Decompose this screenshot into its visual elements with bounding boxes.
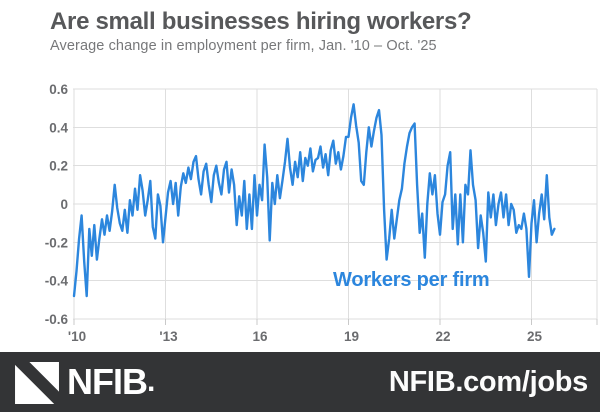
x-axis-tick-label: 19 bbox=[344, 329, 359, 344]
x-axis-tick-label: 22 bbox=[435, 329, 450, 344]
y-axis-tick-label: 0 bbox=[60, 197, 68, 212]
x-axis-tick-label: '10 bbox=[68, 329, 86, 344]
chart-header: Are small businesses hiring workers? Ave… bbox=[50, 8, 590, 55]
page-subtitle: Average change in employment per firm, J… bbox=[50, 38, 437, 54]
footer-url: NFIB.com/jobs bbox=[388, 365, 588, 398]
y-axis-tick-label: -0.4 bbox=[45, 274, 69, 289]
y-axis-tick-label: -0.2 bbox=[45, 235, 68, 250]
y-axis-tick-label: 0.2 bbox=[49, 159, 68, 174]
employment-line-chart: 0.6 0.4 0.2 0 -0.2 -0.4 -0.6 '10 '13 16 19 22 25 Work… bbox=[0, 60, 600, 350]
x-axis-tick-label: 25 bbox=[527, 329, 543, 344]
series-annotation-label: Workers per firm bbox=[333, 269, 490, 291]
nfib-flag-icon bbox=[15, 362, 59, 404]
workers-per-firm-line bbox=[72, 103, 556, 298]
nfib-logo: NFIB. bbox=[15, 360, 155, 404]
x-axis-tick-label: 16 bbox=[252, 329, 268, 344]
x-axis-tick-label: '13 bbox=[159, 329, 178, 344]
y-axis-tick-label: 0.4 bbox=[49, 120, 68, 135]
employment-chart-svg: 0.6 0.4 0.2 0 -0.2 -0.4 -0.6 '10 '13 16 19 22 25 Work… bbox=[45, 82, 598, 344]
nfib-wordmark: NFIB bbox=[67, 361, 148, 402]
page-title: Are small businesses hiring workers? bbox=[50, 8, 472, 35]
y-axis-tick-label: 0.6 bbox=[49, 82, 68, 97]
y-axis-tick-label: -0.6 bbox=[45, 312, 69, 327]
footer-bar: NFIB. NFIB.com/jobs bbox=[0, 352, 600, 412]
wordmark-dot: . bbox=[147, 365, 156, 398]
